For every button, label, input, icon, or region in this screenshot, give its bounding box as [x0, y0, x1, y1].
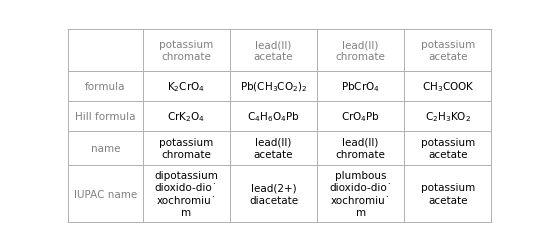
Text: CrO$_4$Pb: CrO$_4$Pb: [341, 110, 380, 124]
Text: PbCrO$_4$: PbCrO$_4$: [341, 80, 380, 94]
Text: potassium
acetate: potassium acetate: [420, 182, 475, 205]
Text: lead(II)
acetate: lead(II) acetate: [254, 137, 293, 160]
Text: name: name: [91, 143, 120, 153]
Text: potassium
acetate: potassium acetate: [420, 137, 475, 160]
Text: lead(II)
chromate: lead(II) chromate: [336, 137, 385, 160]
Text: lead(II)
acetate: lead(II) acetate: [254, 40, 293, 62]
Text: C$_2$H$_3$KO$_2$: C$_2$H$_3$KO$_2$: [425, 110, 471, 124]
Text: potassium
chromate: potassium chromate: [159, 40, 213, 62]
Text: CH$_3$COOK: CH$_3$COOK: [422, 80, 474, 94]
Text: formula: formula: [85, 82, 126, 92]
Text: Pb(CH$_3$CO$_2$)$_2$: Pb(CH$_3$CO$_2$)$_2$: [240, 80, 307, 94]
Text: potassium
chromate: potassium chromate: [159, 137, 213, 160]
Text: plumbous
dioxido-dio˙
xochromiu˙
m: plumbous dioxido-dio˙ xochromiu˙ m: [329, 170, 392, 217]
Text: K$_2$CrO$_4$: K$_2$CrO$_4$: [168, 80, 205, 94]
Text: potassium
acetate: potassium acetate: [420, 40, 475, 62]
Text: lead(II)
chromate: lead(II) chromate: [336, 40, 385, 62]
Text: Hill formula: Hill formula: [75, 112, 136, 122]
Text: CrK$_2$O$_4$: CrK$_2$O$_4$: [168, 110, 205, 124]
Text: C$_4$H$_6$O$_4$Pb: C$_4$H$_6$O$_4$Pb: [247, 110, 300, 124]
Text: dipotassium
dioxido-dio˙
xochromiu˙
m: dipotassium dioxido-dio˙ xochromiu˙ m: [155, 170, 218, 217]
Text: IUPAC name: IUPAC name: [74, 189, 137, 199]
Text: lead(2+)
diacetate: lead(2+) diacetate: [249, 182, 298, 205]
